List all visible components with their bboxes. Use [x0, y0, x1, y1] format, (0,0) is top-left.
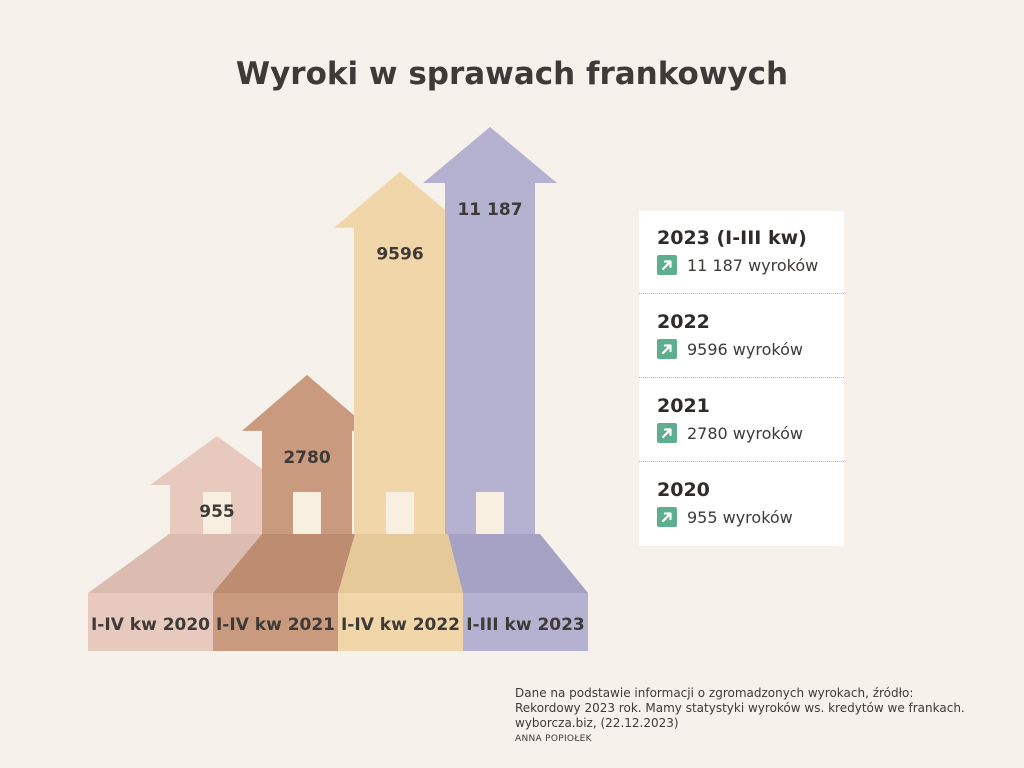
- source-line: Rekordowy 2023 rok. Mamy statystyki wyro…: [515, 701, 965, 715]
- source-line: Dane na podstawie informacji o zgromadzo…: [515, 686, 914, 700]
- base-band-1: [88, 534, 262, 593]
- base-band-4: [448, 534, 588, 593]
- arrow-up-right-icon: [657, 255, 677, 275]
- door-4: [476, 492, 504, 534]
- legend-item-2022: 2022 9596 wyroków: [639, 295, 844, 378]
- category-box-1: [88, 593, 213, 651]
- legend-panel: 2023 (I-III kw) 11 187 wyroków 2022 9596…: [639, 211, 844, 546]
- divider: [639, 293, 844, 294]
- bar-house-2: [242, 374, 372, 534]
- bar-house-4: [423, 127, 557, 534]
- legend-year: 2020: [657, 479, 710, 501]
- category-label: I-IV kw 2022: [341, 615, 460, 635]
- legend-item-2020: 2020 955 wyroków: [639, 463, 844, 546]
- divider: [639, 377, 844, 378]
- bar-house-1: [150, 436, 284, 534]
- divider: [639, 461, 844, 462]
- legend-year: 2021: [657, 395, 710, 417]
- arrow-up-right-icon: [657, 339, 677, 359]
- legend-text: 11 187 wyroków: [687, 255, 819, 275]
- category-box-4: [463, 593, 588, 651]
- source-note: Dane na podstawie informacji o zgromadzo…: [515, 686, 1005, 731]
- door-1: [203, 492, 231, 534]
- author-credit: ANNA POPIOŁEK: [515, 734, 592, 744]
- base-band-2: [213, 534, 355, 593]
- door-3: [386, 492, 414, 534]
- value-label: 11 187: [457, 200, 522, 220]
- legend-year: 2023 (I-III kw): [657, 227, 807, 249]
- arrow-up-right-icon: [657, 423, 677, 443]
- category-box-3: [338, 593, 463, 651]
- value-label: 955: [199, 502, 235, 522]
- legend-text: 955 wyroków: [687, 507, 793, 527]
- legend-text: 9596 wyroków: [687, 339, 803, 359]
- arrow-up-right-icon: [657, 507, 677, 527]
- source-line: wyborcza.biz, (22.12.2023): [515, 716, 679, 730]
- page-title: Wyroki w sprawach frankowych: [235, 56, 789, 92]
- bar-house-3: [334, 171, 466, 534]
- base-band-3: [338, 534, 463, 593]
- legend-text: 2780 wyroków: [687, 423, 803, 443]
- category-box-2: [213, 593, 338, 651]
- value-label: 2780: [283, 448, 330, 468]
- category-label: I-IV kw 2020: [91, 615, 210, 635]
- legend-year: 2022: [657, 311, 710, 333]
- category-label: I-III kw 2023: [466, 615, 585, 635]
- value-label: 9596: [376, 245, 423, 265]
- legend-item-2021: 2021 2780 wyroków: [639, 379, 844, 462]
- door-2: [293, 492, 321, 534]
- category-label: I-IV kw 2021: [216, 615, 335, 635]
- legend-item-2023: 2023 (I-III kw) 11 187 wyroków: [639, 211, 844, 294]
